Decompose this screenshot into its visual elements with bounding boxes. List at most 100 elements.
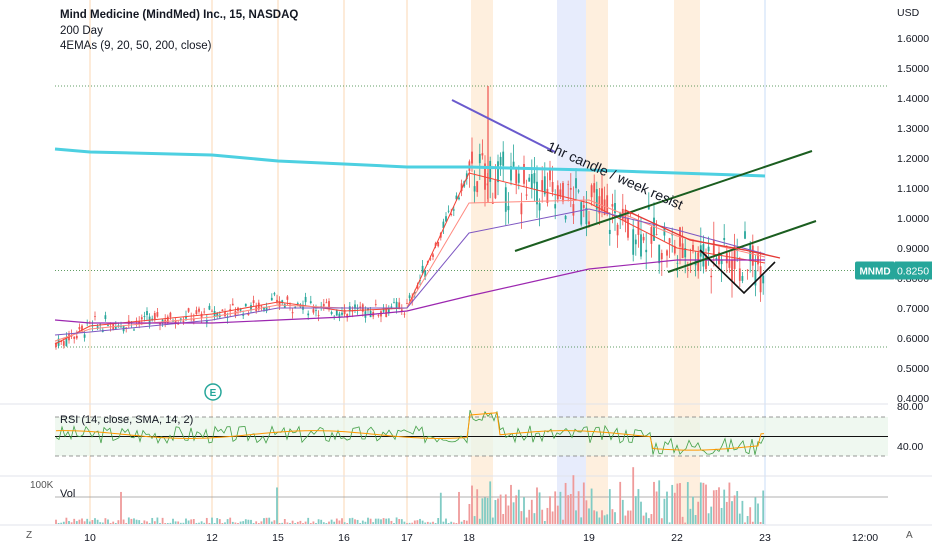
- candle-body: [393, 302, 395, 304]
- candle-body: [270, 297, 273, 301]
- rsi-line: [55, 409, 765, 455]
- volume-bar: [140, 523, 143, 524]
- candle-body: [169, 312, 172, 318]
- candle-body: [78, 327, 81, 330]
- candle-body: [673, 246, 676, 254]
- candle-body: [741, 276, 744, 281]
- volume-bar: [62, 521, 65, 524]
- candle-body: [400, 309, 403, 312]
- indicator-200day-label[interactable]: 200 Day: [60, 25, 103, 37]
- volume-bar: [159, 523, 161, 524]
- volume-bar: [268, 517, 271, 524]
- candle-body: [502, 151, 505, 166]
- indicator-ema-label[interactable]: 4EMAs (9, 20, 50, 200, close): [60, 40, 212, 52]
- candle-body: [452, 209, 455, 211]
- candle-body: [551, 181, 554, 192]
- volume-bar: [179, 522, 182, 524]
- volume-bar: [55, 519, 57, 524]
- candle-body: [315, 310, 317, 312]
- volume-bar: [543, 521, 546, 524]
- volume-bar: [120, 491, 122, 524]
- volume-bar: [91, 520, 94, 524]
- candle-body: [442, 221, 445, 229]
- volume-bar: [283, 519, 286, 524]
- candle-body: [198, 308, 200, 312]
- candle-body: [260, 305, 263, 307]
- volume-bar: [634, 496, 637, 524]
- volume-bar: [580, 517, 583, 524]
- volume-bar: [382, 518, 385, 524]
- candle-body: [317, 315, 320, 316]
- volume-bar: [720, 507, 723, 524]
- candle-body: [276, 299, 278, 302]
- ticker-badge-symbol: MNMD: [859, 267, 890, 278]
- candle-body: [367, 308, 369, 310]
- volume-bar: [707, 513, 710, 524]
- candle-body: [473, 186, 476, 192]
- candle-body: [96, 326, 99, 329]
- series-line-ema-9: [54, 172, 766, 345]
- candle-body: [614, 203, 616, 214]
- volume-bar: [151, 517, 154, 524]
- candle-body: [640, 234, 642, 257]
- auto-scale-z-button[interactable]: Z: [26, 530, 33, 541]
- volume-bar: [452, 522, 455, 524]
- candle-body: [161, 319, 164, 323]
- volume-bar: [494, 500, 497, 524]
- volume-bar: [88, 521, 91, 524]
- candle-body: [624, 209, 627, 222]
- candle-body: [715, 258, 718, 260]
- volume-bar: [663, 498, 666, 524]
- volume-bar: [442, 521, 445, 524]
- volume-bar: [317, 519, 320, 524]
- volume-bar: [182, 522, 185, 524]
- volume-bar: [281, 522, 284, 524]
- candle-body: [580, 202, 583, 225]
- candle-body: [666, 250, 668, 256]
- volume-bar: [338, 520, 341, 524]
- volume-bar: [130, 518, 133, 524]
- candle-body: [707, 246, 710, 252]
- candle-body: [382, 309, 385, 312]
- volume-bar: [374, 518, 377, 524]
- volume-bar: [328, 521, 330, 524]
- volume-bar: [247, 519, 250, 524]
- candle-body: [523, 164, 525, 184]
- candle-body: [653, 217, 655, 241]
- volume-bar: [660, 518, 663, 524]
- volume-bar: [403, 521, 406, 524]
- volume-bar: [125, 523, 128, 524]
- volume-bar: [751, 521, 754, 524]
- rsi-label[interactable]: RSI (14, close, SMA, 14, 2): [60, 414, 194, 426]
- y-tick-label: 1.3000: [897, 123, 929, 135]
- volume-bar: [164, 523, 167, 524]
- volume-bar: [83, 521, 86, 524]
- y-tick-label: 1.5000: [897, 63, 929, 75]
- volume-bar: [99, 522, 102, 524]
- volume-bar: [497, 498, 499, 524]
- candle-body: [377, 315, 380, 317]
- candle-body: [489, 160, 492, 182]
- volume-bar: [400, 519, 403, 524]
- volume-bar: [478, 518, 481, 524]
- candle-body: [354, 304, 356, 309]
- volume-bar: [757, 503, 759, 524]
- candle-body: [107, 325, 109, 327]
- candle-body: [62, 341, 65, 346]
- candle-body: [413, 292, 416, 294]
- rsi-sma-line: [55, 412, 765, 451]
- volume-bar: [263, 518, 265, 524]
- series-line-200-day: [54, 147, 766, 178]
- volume-bar: [567, 495, 570, 524]
- volume-label[interactable]: Vol: [60, 488, 76, 500]
- volume-bar: [468, 503, 471, 524]
- volume-bar: [299, 520, 302, 524]
- candle-body: [504, 187, 507, 212]
- auto-scale-a-button[interactable]: A: [906, 530, 913, 541]
- candle-body: [278, 300, 281, 307]
- volume-bar: [577, 491, 580, 524]
- candle-body: [244, 303, 247, 307]
- candle-body: [73, 336, 76, 339]
- candle-body: [359, 306, 362, 309]
